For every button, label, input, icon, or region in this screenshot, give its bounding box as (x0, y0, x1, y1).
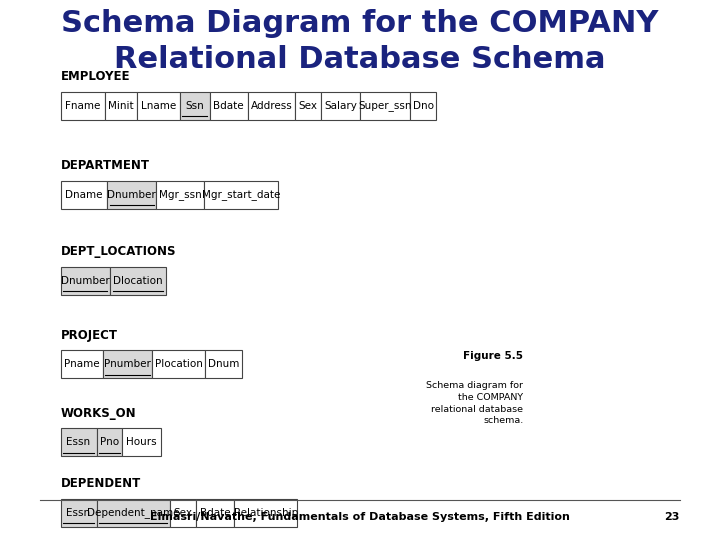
FancyBboxPatch shape (156, 181, 204, 208)
FancyBboxPatch shape (110, 267, 166, 295)
Text: Fname: Fname (65, 101, 100, 111)
Text: Dnum: Dnum (208, 360, 239, 369)
FancyBboxPatch shape (60, 181, 107, 208)
FancyBboxPatch shape (60, 428, 96, 456)
Text: Minit: Minit (108, 101, 134, 111)
Text: DEPENDENT: DEPENDENT (60, 477, 141, 490)
FancyBboxPatch shape (138, 92, 179, 120)
FancyBboxPatch shape (170, 498, 196, 526)
Text: Relationship: Relationship (233, 508, 298, 517)
FancyBboxPatch shape (60, 92, 105, 120)
FancyBboxPatch shape (60, 267, 110, 295)
Text: Sex: Sex (299, 101, 318, 111)
FancyBboxPatch shape (122, 428, 161, 456)
FancyBboxPatch shape (205, 350, 242, 379)
Text: Dname: Dname (65, 190, 102, 200)
Text: Super_ssn: Super_ssn (359, 100, 412, 111)
Text: 23: 23 (665, 512, 680, 522)
FancyBboxPatch shape (360, 92, 410, 120)
FancyBboxPatch shape (60, 350, 103, 379)
FancyBboxPatch shape (96, 428, 122, 456)
Text: Hours: Hours (126, 437, 157, 448)
FancyBboxPatch shape (179, 92, 210, 120)
Text: Dlocation: Dlocation (113, 276, 163, 286)
Text: Essn: Essn (66, 437, 91, 448)
Text: EMPLOYEE: EMPLOYEE (60, 70, 130, 83)
FancyBboxPatch shape (248, 92, 295, 120)
FancyBboxPatch shape (295, 92, 321, 120)
Text: Mgr_start_date: Mgr_start_date (202, 189, 280, 200)
Text: Pno: Pno (100, 437, 119, 448)
Text: Pname: Pname (64, 360, 99, 369)
Text: Address: Address (251, 101, 292, 111)
Text: PROJECT: PROJECT (60, 329, 117, 342)
Text: DEPARTMENT: DEPARTMENT (60, 159, 150, 172)
FancyBboxPatch shape (321, 92, 360, 120)
Text: Lname: Lname (141, 101, 176, 111)
Text: Dnumber: Dnumber (61, 276, 109, 286)
FancyBboxPatch shape (234, 498, 297, 526)
Text: Elmasri/Navathe, Fundamentals of Database Systems, Fifth Edition: Elmasri/Navathe, Fundamentals of Databas… (150, 512, 570, 522)
Text: Sex: Sex (174, 508, 192, 517)
Text: Bdate: Bdate (199, 508, 230, 517)
FancyBboxPatch shape (96, 498, 170, 526)
FancyBboxPatch shape (210, 92, 248, 120)
Text: Dno: Dno (413, 101, 433, 111)
Text: Pnumber: Pnumber (104, 360, 151, 369)
Text: Figure 5.5: Figure 5.5 (464, 350, 523, 361)
Text: Dnumber: Dnumber (107, 190, 156, 200)
FancyBboxPatch shape (410, 92, 436, 120)
FancyBboxPatch shape (196, 498, 234, 526)
Text: Essn: Essn (66, 508, 91, 517)
Text: Plocation: Plocation (155, 360, 203, 369)
Text: Ssn: Ssn (185, 101, 204, 111)
Text: WORKS_ON: WORKS_ON (60, 407, 136, 420)
Text: Schema Diagram for the COMPANY
Relational Database Schema: Schema Diagram for the COMPANY Relationa… (61, 9, 659, 74)
FancyBboxPatch shape (153, 350, 205, 379)
Text: Salary: Salary (324, 101, 357, 111)
FancyBboxPatch shape (105, 92, 138, 120)
FancyBboxPatch shape (103, 350, 153, 379)
Text: Bdate: Bdate (213, 101, 244, 111)
FancyBboxPatch shape (107, 181, 156, 208)
Text: DEPT_LOCATIONS: DEPT_LOCATIONS (60, 245, 176, 258)
Text: Dependent_name: Dependent_name (87, 507, 179, 518)
Text: Schema diagram for
the COMPANY
relational database
schema.: Schema diagram for the COMPANY relationa… (426, 381, 523, 426)
Text: Mgr_ssn: Mgr_ssn (159, 189, 202, 200)
FancyBboxPatch shape (60, 498, 96, 526)
FancyBboxPatch shape (204, 181, 278, 208)
